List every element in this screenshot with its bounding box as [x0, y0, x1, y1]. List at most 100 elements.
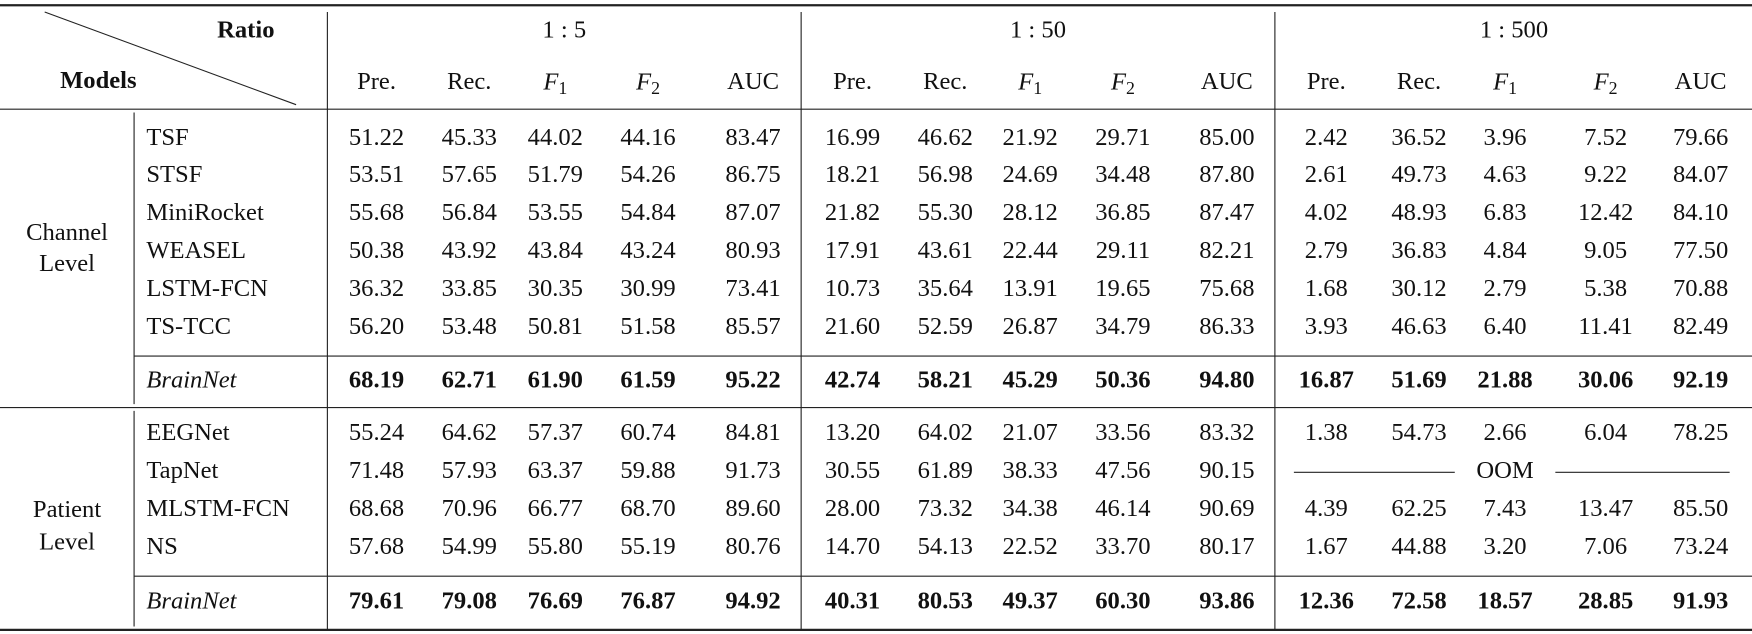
group-label: Patient [33, 496, 101, 523]
models-label: Models [60, 67, 136, 94]
cell: 1.38 [1305, 419, 1348, 446]
ratio-header: 1 : 5 [542, 17, 586, 44]
cell: 87.47 [1199, 199, 1254, 226]
cell: 13.47 [1578, 495, 1633, 522]
metric-header: Rec. [447, 68, 491, 95]
cell: 7.52 [1584, 124, 1627, 151]
cell: 53.48 [442, 313, 497, 340]
cell: 47.56 [1095, 457, 1150, 484]
cell: 84.07 [1673, 161, 1728, 188]
cell: 57.68 [349, 533, 404, 560]
cell: 86.33 [1199, 313, 1254, 340]
cell: 43.24 [620, 237, 675, 264]
metric-header: Rec. [1397, 68, 1441, 95]
metric-header: F1 [1492, 68, 1517, 98]
group-label: Level [39, 528, 95, 555]
cell: 14.70 [825, 533, 880, 560]
cell: 54.84 [620, 199, 675, 226]
cell: 84.81 [725, 419, 780, 446]
cell: 46.62 [918, 124, 973, 151]
cell-best: 76.87 [620, 588, 675, 615]
cell: 85.00 [1199, 124, 1254, 151]
group-label: Level [39, 250, 95, 277]
model-name: NS [146, 533, 177, 560]
cell: 29.11 [1096, 237, 1150, 264]
cell: 2.66 [1484, 419, 1527, 446]
cell: 33.70 [1095, 533, 1150, 560]
cell: 30.35 [528, 275, 583, 302]
cell: 9.05 [1584, 237, 1627, 264]
cell: 6.83 [1484, 199, 1527, 226]
metric-subscript: 2 [651, 78, 660, 98]
metric-header: Rec. [923, 68, 967, 95]
cell: 78.25 [1673, 419, 1728, 446]
model-name: EEGNet [146, 419, 229, 446]
cell-best: 93.86 [1199, 588, 1254, 615]
metric-header: Pre. [833, 68, 872, 95]
metric-header: Pre. [1307, 68, 1346, 95]
cell: 55.24 [349, 419, 404, 446]
model-name: MLSTM-FCN [146, 495, 290, 522]
model-name: WEASEL [146, 237, 246, 264]
cell: 61.89 [918, 457, 973, 484]
cell: 44.02 [528, 124, 583, 151]
cell: 51.79 [528, 161, 583, 188]
cell: 64.62 [442, 419, 497, 446]
cell: 21.82 [825, 199, 880, 226]
cell: 80.76 [725, 533, 780, 560]
cell-best: 16.87 [1299, 366, 1354, 393]
cell: 55.30 [918, 199, 973, 226]
cell: 55.19 [620, 533, 675, 560]
cell: 34.79 [1095, 313, 1150, 340]
cell: 30.12 [1391, 275, 1446, 302]
cell: 36.52 [1391, 124, 1446, 151]
cell-best: 92.19 [1673, 366, 1728, 393]
metric-header: AUC [727, 68, 779, 95]
model-name: TapNet [146, 457, 218, 484]
cell: 71.48 [349, 457, 404, 484]
metric-subscript: 1 [1033, 78, 1042, 98]
cell-best: 49.37 [1003, 588, 1058, 615]
cell: 24.69 [1003, 161, 1058, 188]
cell-best: 76.69 [528, 588, 583, 615]
cell: 59.88 [620, 457, 675, 484]
cell: 68.68 [349, 495, 404, 522]
cell: 36.85 [1095, 199, 1150, 226]
cell: 21.07 [1003, 419, 1058, 446]
cell: 57.37 [528, 419, 583, 446]
cell: 80.17 [1199, 533, 1254, 560]
cell: 85.57 [725, 313, 780, 340]
cell-best: 79.08 [442, 588, 497, 615]
cell-best: 12.36 [1299, 588, 1354, 615]
cell: 43.61 [918, 237, 973, 264]
cell: 53.55 [528, 199, 583, 226]
cell-best: 62.71 [442, 366, 497, 393]
metric-header: F2 [635, 68, 660, 98]
metric-header: AUC [1201, 68, 1253, 95]
cell: 83.47 [725, 124, 780, 151]
cell: 53.51 [349, 161, 404, 188]
cell: 3.20 [1484, 533, 1527, 560]
model-name: LSTM-FCN [146, 275, 268, 302]
cell-best: 18.57 [1477, 588, 1532, 615]
cell: 48.93 [1391, 199, 1446, 226]
cell: 2.79 [1484, 275, 1527, 302]
cell: 54.99 [442, 533, 497, 560]
cell: 79.66 [1673, 124, 1728, 151]
group-label: Channel [26, 219, 108, 246]
cell: 73.41 [725, 275, 780, 302]
cell: 34.48 [1095, 161, 1150, 188]
cell: 84.10 [1673, 199, 1728, 226]
cell-best: 61.59 [620, 366, 675, 393]
cell: 50.81 [528, 313, 583, 340]
metric-letter: F [635, 68, 652, 95]
cell-best: 94.92 [725, 588, 780, 615]
ratio-label: Ratio [217, 17, 274, 44]
cell: 52.59 [918, 313, 973, 340]
cell-best: 61.90 [528, 366, 583, 393]
cell: 36.83 [1391, 237, 1446, 264]
cell: 83.32 [1199, 419, 1254, 446]
metric-letter: F [1492, 68, 1509, 95]
cell-best: 30.06 [1578, 366, 1633, 393]
